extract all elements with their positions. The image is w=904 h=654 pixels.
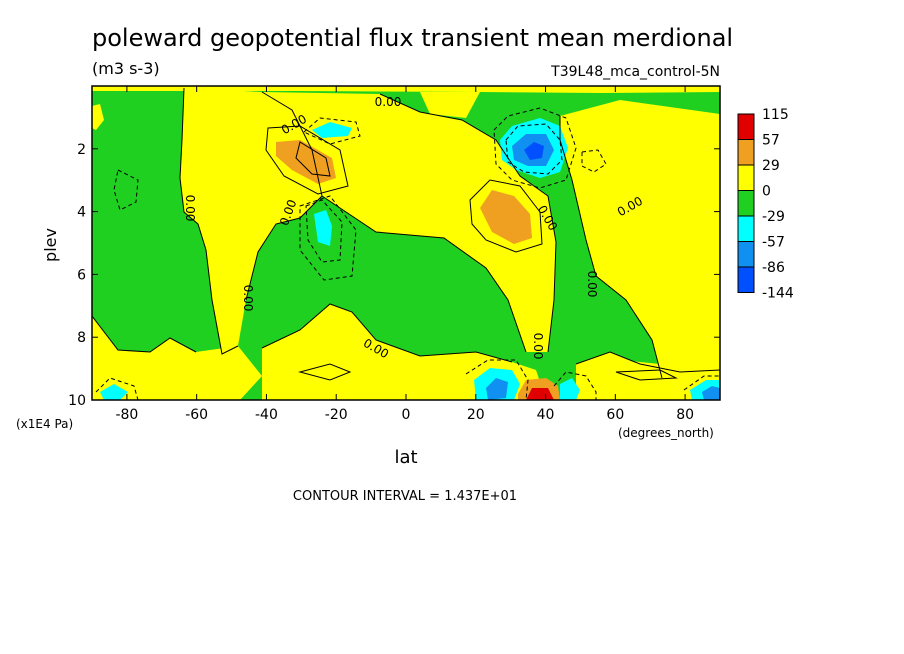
colorbar-swatch (737, 266, 755, 293)
zero-contour (575, 351, 720, 373)
positive-max-subtropics (480, 190, 532, 244)
x-axis-label: lat (394, 447, 417, 468)
colorbar: 115 57 29 0 -29 -57 -86 -144 (737, 107, 794, 302)
x-tick-label: 80 (676, 407, 694, 423)
positive-contour (469, 179, 543, 253)
positive-region-central (262, 92, 556, 352)
x-tick-label: -40 (255, 407, 278, 423)
colorbar-swatch (737, 164, 755, 191)
y-axis-label: plev (41, 228, 60, 262)
colorbar-swatch (737, 113, 755, 140)
contour-label: 0.00 (183, 195, 197, 222)
colorbar-label: 57 (762, 133, 780, 149)
negative-contour (505, 123, 563, 175)
positive-max-surface-core (526, 388, 554, 400)
x-tick-label: -60 (185, 407, 208, 423)
negative-contour (465, 359, 529, 400)
y-axis: 2 4 6 8 10 (68, 142, 720, 409)
y-tick-label: 10 (68, 393, 86, 409)
contour-label: 0.00 (585, 271, 599, 298)
colorbar-label: -144 (762, 286, 794, 302)
x-tick-label: -80 (115, 407, 138, 423)
colorbar-label: 0 (762, 184, 771, 200)
positive-region-surface-south (92, 316, 262, 400)
colorbar-label: -86 (762, 260, 785, 276)
plot-area: 0.000.000.00 0.000.000.000.000.000.000.00 (92, 86, 720, 400)
y-tick-label: 2 (77, 142, 86, 158)
positive-contour (615, 369, 678, 381)
positive-region-southpole-left (92, 104, 104, 130)
zero-contour (261, 91, 527, 353)
contour-label: 0.00 (375, 95, 402, 109)
negative-min-surface-right (560, 378, 580, 400)
negative-contour (303, 117, 361, 145)
negative-contour (305, 199, 343, 263)
negative-min-surface-southpole (100, 384, 128, 400)
x-axis-units: (degrees_north) (618, 426, 714, 440)
negative-min-south-mid (314, 210, 332, 246)
y-axis-units: (x1E4 Pa) (16, 417, 73, 431)
x-tick-label: 0 (402, 407, 411, 423)
negative-contour (493, 107, 577, 189)
experiment-label: T39L48_mca_control-5N (550, 64, 720, 80)
zero-contour (245, 195, 323, 301)
zero-contour (179, 87, 239, 355)
colorbar-swatch (737, 190, 755, 217)
x-tick-label: 20 (467, 407, 485, 423)
contour-interval: CONTOUR INTERVAL = 1.437E+01 (293, 489, 517, 504)
y-tick-label: 8 (77, 330, 86, 346)
colorbar-label: 29 (762, 158, 780, 174)
chart-units: (m3 s-3) (92, 59, 160, 78)
zero-contour (92, 315, 197, 353)
negative-min-surface-northpole-core (702, 386, 720, 400)
contour-label: 0.00 (241, 285, 255, 312)
negative-min-upper-middle (312, 122, 352, 138)
positive-region-top-middle (420, 92, 480, 118)
positive-max-midsouth (276, 140, 336, 184)
negative-min-surface-left-core (486, 378, 508, 400)
positive-region-lower-right (600, 360, 680, 388)
negative-min-north-upper-deep (524, 142, 544, 160)
zero-contour (559, 116, 663, 379)
negative-contour (553, 371, 597, 400)
x-tick-label: 60 (606, 407, 624, 423)
positive-contour (295, 141, 331, 177)
y-tick-label: 4 (77, 205, 86, 221)
positive-region-surface-middle (262, 304, 546, 400)
zero-contour (379, 93, 557, 353)
colorbar-swatch (737, 215, 755, 242)
colorbar-swatch (737, 241, 755, 268)
negative-contour (113, 169, 139, 211)
negative-contour (299, 195, 357, 281)
zero-contour (261, 303, 513, 363)
positive-region-north (560, 100, 720, 378)
colorbar-label: -29 (762, 209, 785, 225)
y-tick-label: 6 (77, 267, 86, 283)
positive-contour (298, 363, 352, 381)
x-tick-label: -20 (325, 407, 348, 423)
colorbar-label: -57 (762, 235, 785, 251)
negative-contour (95, 377, 139, 400)
negative-contour (683, 375, 720, 391)
contour-label: 0.00 (531, 333, 545, 360)
x-tick-label: 40 (537, 407, 555, 423)
x-axis: -80 -60 -40 -20 0 20 40 60 80 (115, 86, 694, 423)
chart-title: poleward geopotential flux transient mea… (92, 24, 733, 52)
colorbar-swatch (737, 139, 755, 166)
colorbar-label: 115 (762, 107, 789, 123)
